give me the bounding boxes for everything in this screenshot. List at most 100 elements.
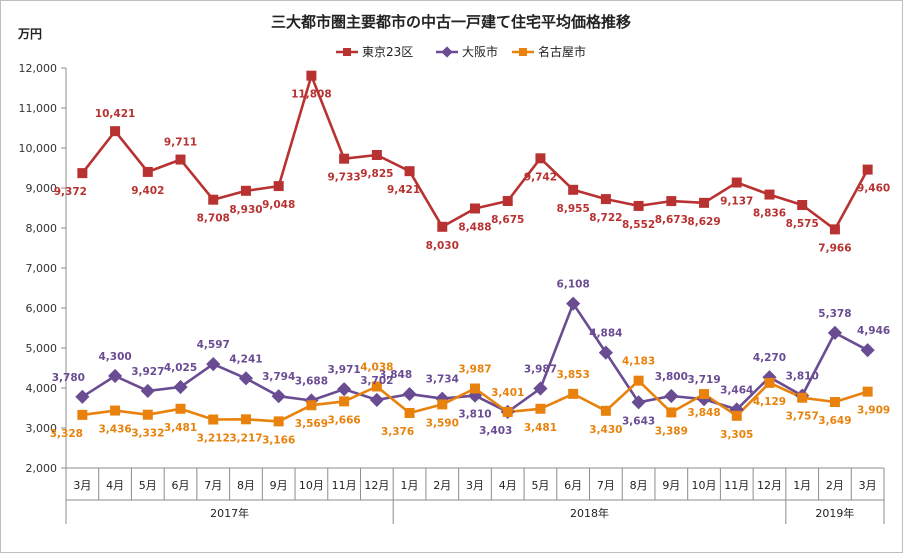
data-point: [600, 194, 611, 205]
data-label: 8,488: [458, 221, 491, 233]
data-label: 3,927: [131, 366, 164, 378]
data-label: 8,675: [491, 214, 524, 226]
data-point: [568, 184, 579, 195]
data-label: 3,987: [458, 364, 491, 376]
y-tick-label: 11,000: [19, 102, 58, 115]
data-label: 3,987: [524, 364, 557, 376]
x-tick-label: 1月: [401, 479, 419, 492]
data-point: [862, 164, 873, 175]
data-point: [273, 416, 284, 427]
year-label: 2019年: [815, 506, 854, 520]
legend-label: 名古屋市: [538, 44, 586, 59]
legend-label: 東京23区: [362, 45, 413, 59]
data-label: 3,212: [197, 433, 230, 445]
data-label: 11,808: [291, 89, 332, 101]
data-point: [533, 381, 548, 396]
data-label: 3,971: [328, 364, 361, 376]
data-label: 3,810: [458, 409, 491, 421]
data-point: [470, 203, 480, 214]
data-point: [208, 414, 219, 425]
data-label: 4,183: [622, 356, 655, 368]
y-tick-label: 9,000: [26, 182, 58, 195]
data-label: 3,719: [687, 374, 720, 386]
data-label: 3,666: [328, 414, 361, 426]
data-label: 4,129: [753, 396, 786, 408]
data-point: [600, 405, 611, 416]
x-tick-label: 1月: [793, 479, 811, 492]
y-tick-label: 6,000: [26, 302, 58, 315]
year-label: 2017年: [210, 506, 249, 520]
data-point: [502, 196, 513, 206]
data-point: [371, 150, 382, 160]
data-point: [273, 181, 284, 192]
data-point: [699, 389, 710, 400]
data-label: 3,734: [426, 374, 459, 386]
data-label: 3,481: [524, 422, 557, 434]
data-label: 9,137: [720, 196, 753, 208]
data-point: [633, 375, 644, 386]
data-label: 4,241: [229, 353, 262, 365]
data-point: [339, 396, 350, 407]
year-label: 2018年: [570, 506, 609, 520]
y-tick-label: 7,000: [26, 262, 58, 275]
data-point: [306, 70, 317, 81]
data-label: 3,590: [426, 417, 459, 429]
legend-marker: [441, 46, 453, 58]
y-tick-label: 5,000: [26, 342, 58, 355]
y-tick-label: 10,000: [19, 142, 58, 155]
data-label: 3,794: [262, 371, 295, 383]
data-point: [77, 409, 88, 420]
data-point: [206, 357, 221, 372]
data-label: 3,909: [857, 405, 890, 417]
data-point: [371, 381, 382, 392]
data-point: [142, 409, 153, 420]
data-label: 3,757: [786, 411, 819, 423]
x-tick-label: 12月: [364, 479, 389, 492]
x-tick-label: 6月: [172, 479, 190, 492]
data-point: [502, 406, 513, 417]
data-point: [110, 405, 121, 416]
x-tick-label: 5月: [139, 479, 157, 492]
x-tick-label: 8月: [237, 479, 255, 492]
x-tick-label: 3月: [73, 479, 91, 492]
data-point: [764, 377, 775, 388]
data-point: [631, 395, 646, 410]
data-label: 3,328: [50, 428, 83, 440]
y-tick-label: 2,000: [26, 462, 58, 475]
x-tick-label: 2月: [433, 479, 451, 492]
data-point: [77, 168, 88, 179]
data-label: 3,403: [479, 425, 512, 437]
data-point: [633, 200, 644, 211]
data-label: 3,649: [818, 415, 851, 427]
data-label: 3,332: [131, 428, 164, 440]
data-point: [829, 224, 840, 235]
data-point: [208, 194, 219, 205]
data-label: 3,569: [295, 418, 328, 430]
data-label: 8,708: [197, 213, 230, 225]
x-tick-label: 9月: [270, 479, 288, 492]
y-axis-unit-label: 万円: [17, 27, 42, 41]
data-label: 9,421: [387, 184, 420, 196]
data-label: 3,800: [655, 371, 688, 383]
data-point: [140, 383, 155, 398]
data-label: 3,376: [381, 426, 414, 438]
data-label: 9,048: [262, 199, 295, 211]
data-label: 9,711: [164, 137, 197, 149]
x-tick-label: 4月: [106, 479, 124, 492]
data-label: 8,575: [786, 218, 819, 230]
y-tick-label: 8,000: [26, 222, 58, 235]
data-point: [731, 177, 742, 188]
data-label: 9,402: [131, 185, 164, 197]
data-point: [142, 166, 153, 177]
x-tick-label: 2月: [826, 479, 844, 492]
data-point: [271, 389, 286, 404]
x-tick-label: 7月: [597, 479, 615, 492]
data-label: 3,780: [52, 372, 85, 384]
data-label: 9,742: [524, 171, 557, 183]
data-label: 8,552: [622, 219, 655, 231]
data-label: 3,436: [98, 424, 131, 436]
data-label: 8,030: [426, 240, 459, 252]
